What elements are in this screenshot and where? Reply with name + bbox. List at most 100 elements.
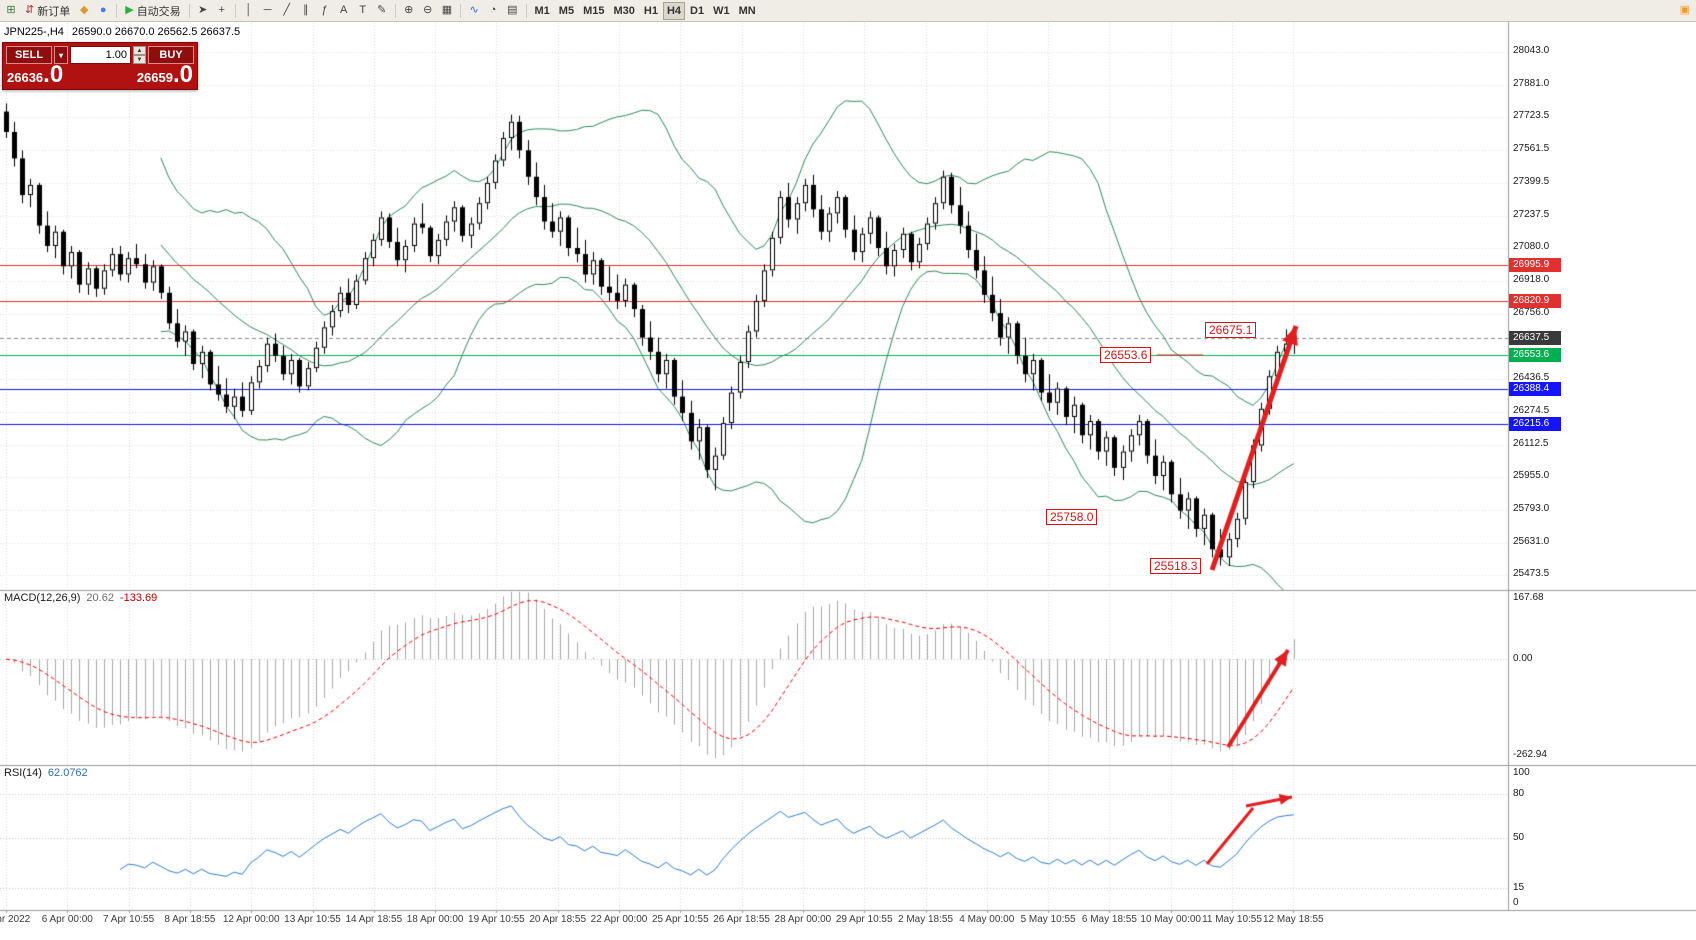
trendline-button[interactable]: ╱	[278, 2, 296, 20]
tile-windows-button[interactable]: ▦	[438, 2, 456, 20]
templates-button[interactable]: ▤	[503, 2, 521, 20]
horizontal-line-button[interactable]: ─	[259, 2, 277, 20]
community-button[interactable]: ●	[94, 2, 112, 20]
spinner-down-icon[interactable]: ▼	[133, 55, 146, 64]
new-chart-button[interactable]: ⊞	[2, 2, 20, 20]
autotrading-button-label: 自动交易	[136, 5, 181, 18]
new-order-icon: ⇵	[25, 4, 35, 16]
price-axis-tick: 25473.5	[1513, 568, 1550, 580]
toolbar-separator	[234, 3, 236, 18]
zoom-in-button[interactable]: ⊕	[400, 2, 418, 20]
price-axis-box: 26820.9	[1509, 293, 1561, 308]
macd-axis-tick: 167.68	[1513, 592, 1544, 604]
channel-button[interactable]: ∥	[297, 2, 315, 20]
community-icon: ●	[99, 4, 107, 16]
price-axis-tick: 26436.5	[1513, 371, 1550, 383]
order-type-dropdown[interactable]: ▾	[54, 46, 68, 64]
time-axis-tick: 7 Apr 10:55	[103, 914, 155, 925]
channel-icon: ∥	[302, 4, 309, 16]
toolbar-separator	[394, 3, 396, 18]
time-axis-tick: 28 Apr 00:00	[774, 914, 832, 925]
price-axis-tick: 27237.5	[1513, 208, 1550, 220]
chart-symbol-period: JPN225-,H4	[4, 26, 64, 38]
autotrading-button[interactable]: ▶ 自动交易	[121, 2, 184, 20]
crosshair-button[interactable]: +	[213, 2, 231, 20]
text-button[interactable]: A	[335, 2, 353, 20]
timeframe-w1-button[interactable]: W1	[709, 2, 734, 20]
notification-button[interactable]: ▣	[1676, 2, 1694, 20]
new-order-button[interactable]: ⇵ 新订单	[21, 2, 74, 20]
price-axis-box: 26995.9	[1509, 258, 1561, 273]
rsi-value: 62.0762	[47, 767, 88, 779]
fibonacci-button[interactable]: ƒ	[316, 2, 334, 20]
time-axis-tick: 6 May 18:55	[1081, 914, 1137, 925]
chart-title: JPN225-,H4 26590.0 26670.0 26562.5 26637.…	[4, 26, 240, 38]
vertical-line-button[interactable]: │	[240, 2, 258, 20]
price-annotation-label[interactable]: 26553.6	[1100, 347, 1152, 363]
mql5-button[interactable]: ◆	[75, 2, 93, 20]
price-annotation-label[interactable]: 25758.0	[1046, 509, 1098, 525]
time-axis-tick: 14 Apr 18:55	[345, 914, 403, 925]
toolbar-separator	[460, 3, 462, 18]
arrow-objects-icon: ✎	[377, 4, 387, 16]
price-axis-box: 26388.4	[1509, 381, 1561, 396]
label-button[interactable]: T	[354, 2, 372, 20]
price-annotation-label[interactable]: 25518.3	[1150, 558, 1202, 574]
time-axis-tick: 12 Apr 00:00	[222, 914, 280, 925]
cursor-button[interactable]: ➤	[194, 2, 212, 20]
horizontal-line-icon: ─	[263, 4, 272, 16]
zoom-out-icon: ⊖	[423, 4, 433, 16]
time-axis-tick: 5 May 10:55	[1020, 914, 1076, 925]
rsi-axis-tick: 50	[1513, 831, 1525, 843]
zoom-out-button[interactable]: ⊖	[419, 2, 437, 20]
timeframe-h4-button[interactable]: H4	[662, 1, 685, 20]
timeframe-h1-button[interactable]: H1	[640, 2, 662, 20]
buy-price: 26659.0	[136, 61, 193, 88]
zoom-in-icon: ⊕	[404, 4, 414, 16]
time-axis-tick: 22 Apr 00:00	[590, 914, 648, 925]
time-axis-tick: 18 Apr 00:00	[406, 914, 464, 925]
periods-button[interactable]: ◔	[484, 2, 502, 20]
rsi-axis-tick: 100	[1513, 767, 1530, 778]
rsi-axis-tick: 15	[1513, 882, 1525, 894]
chevron-down-icon: ▾	[58, 50, 63, 60]
price-axis-tick: 26112.5	[1513, 437, 1549, 449]
timeframe-mn-button-label: MN	[738, 4, 756, 17]
timeframe-m15-button[interactable]: M15	[579, 2, 608, 20]
timeframe-m30-button[interactable]: M30	[609, 2, 638, 20]
macd-signal-value: -133.69	[119, 592, 158, 604]
volume-input[interactable]: 1.00	[70, 46, 131, 64]
sell-button[interactable]: SELL	[6, 46, 52, 64]
new-chart-icon: ⊞	[6, 4, 16, 16]
price-axis-tick: 25955.0	[1513, 470, 1550, 482]
buy-button[interactable]: BUY	[148, 46, 194, 64]
volume-spinner[interactable]: ▲ ▼	[133, 46, 146, 64]
spinner-up-icon[interactable]: ▲	[133, 46, 146, 55]
toolbar-separator	[525, 3, 527, 18]
arrow-objects-button[interactable]: ✎	[373, 2, 391, 20]
timeframe-m15-button-label: M15	[583, 4, 605, 17]
time-axis-tick: 26 Apr 18:55	[713, 914, 770, 925]
indicators-button[interactable]: ∿	[465, 2, 483, 20]
timeframe-m5-button[interactable]: M5	[555, 2, 578, 20]
timeframe-mn-button[interactable]: MN	[735, 2, 760, 20]
vertical-line-icon: │	[245, 4, 253, 16]
price-axis-tick: 26274.5	[1513, 404, 1550, 416]
main-toolbar: ⊞ ⇵ 新订单 ◆ ● ▶ 自动交易 ➤ + │ ─ ╱ ∥ ƒ A T ✎ ⊕ ⊖ ▦ ∿ ◔ ▤ M1 M5 M15 M30 H1…	[0, 0, 1696, 22]
time-axis-tick: 10 May 00:00	[1140, 914, 1201, 925]
toolbar-separator	[188, 3, 190, 18]
timeframe-d1-button[interactable]: D1	[686, 2, 708, 20]
price-annotation-label[interactable]: 26675.1	[1205, 322, 1257, 338]
cursor-icon: ➤	[198, 4, 208, 16]
timeframe-w1-button-label: W1	[713, 4, 730, 17]
toolbar-separator	[116, 3, 118, 18]
time-axis-tick: 8 Apr 18:55	[164, 914, 216, 925]
one-click-trading-panel: SELL ▾ 1.00 ▲ ▼ BUY 26636.0 26659.0	[2, 42, 198, 91]
timeframe-m1-button[interactable]: M1	[531, 2, 554, 20]
price-axis-tick: 27561.5	[1513, 142, 1550, 154]
time-axis-tick: 25 Apr 10:55	[651, 914, 709, 925]
rsi-indicator-label: RSI(14) 62.0762	[4, 767, 88, 779]
time-axis-tick: 11 May 10:55	[1202, 914, 1262, 925]
